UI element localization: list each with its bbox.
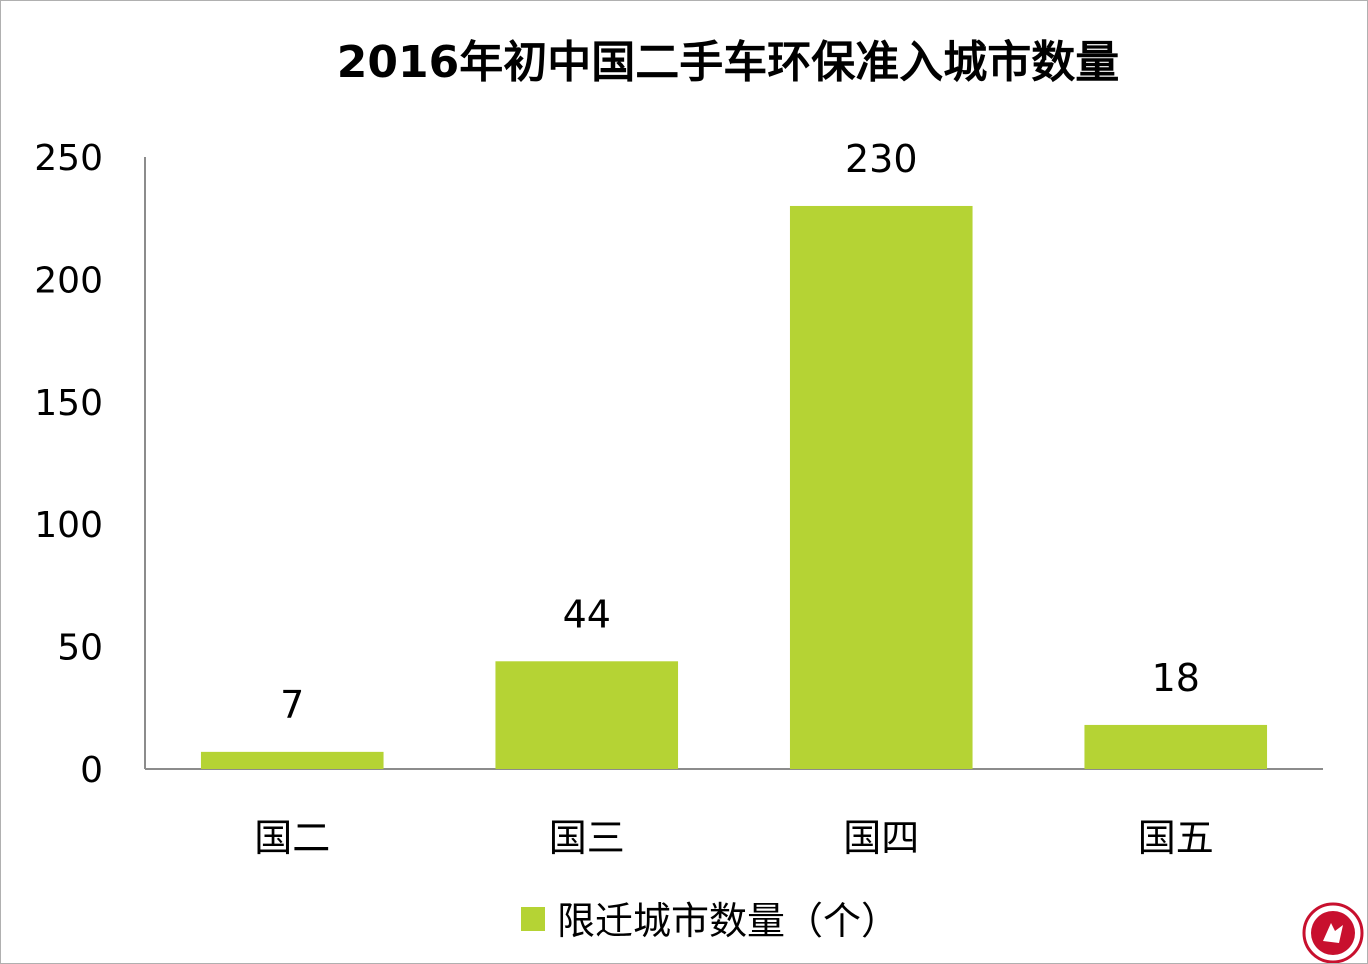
y-tick-label: 200 [34, 260, 103, 301]
legend: 限迁城市数量（个） [521, 899, 899, 943]
y-tick-label: 150 [34, 383, 103, 424]
data-label: 7 [280, 683, 304, 727]
bar-series [200, 205, 1268, 769]
category-labels: 国二 国三 国四 国五 [254, 816, 1214, 860]
chart-title: 2016年初中国二手车环保准入城市数量 [337, 37, 1119, 88]
y-tick-label: 50 [57, 628, 103, 669]
category-label: 国四 [843, 816, 919, 860]
data-labels: 7 44 230 18 [280, 137, 1200, 727]
data-label: 44 [563, 592, 611, 636]
y-tick-label: 100 [34, 505, 103, 546]
bar [200, 751, 384, 769]
legend-swatch [521, 907, 545, 931]
category-label: 国二 [254, 816, 330, 860]
data-label: 18 [1152, 656, 1200, 700]
y-tick-label: 0 [80, 750, 103, 791]
chart-axes: 0 50 100 150 200 250 [34, 138, 1323, 791]
y-tick-label: 250 [34, 138, 103, 179]
category-label: 国三 [549, 816, 625, 860]
legend-label: 限迁城市数量（个） [557, 899, 899, 943]
data-label: 230 [845, 137, 918, 181]
bar [789, 205, 973, 769]
bar [495, 661, 679, 769]
category-label: 国五 [1138, 816, 1214, 860]
emblem-logo-icon [1302, 902, 1364, 963]
bar [1084, 724, 1268, 769]
